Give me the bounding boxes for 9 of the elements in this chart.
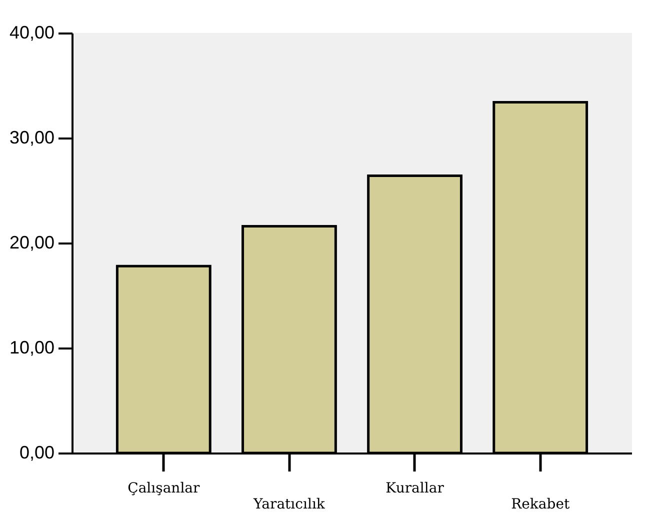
x-tick-label: Kurallar — [386, 480, 444, 496]
y-tick-label: 20,00 — [9, 232, 54, 252]
x-tick-label: Rekabet — [511, 496, 570, 512]
y-tick-label: 10,00 — [9, 338, 54, 358]
y-tick-label: 40,00 — [9, 22, 54, 42]
y-tick-label: 30,00 — [9, 128, 54, 148]
y-tick-label: 0,00 — [19, 442, 54, 462]
x-tick-label: Çalışanlar — [128, 480, 200, 496]
x-tick-label: Yaratıcılık — [252, 496, 326, 512]
